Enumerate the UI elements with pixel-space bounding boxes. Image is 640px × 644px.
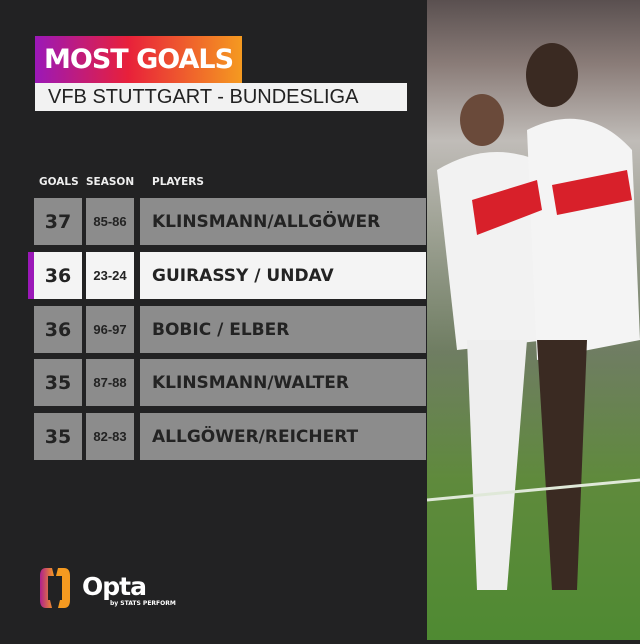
subtitle: VFB STUTTGART - BUNDESLIGA xyxy=(35,83,407,111)
goals-cell: 35 xyxy=(34,359,82,406)
players-cell: KLINSMANN/WALTER xyxy=(140,359,426,406)
season-cell: 23-24 xyxy=(86,252,134,299)
goals-cell: 37 xyxy=(34,198,82,245)
season-cell: 87-88 xyxy=(86,359,134,406)
players-cell: BOBIC / ELBER xyxy=(140,306,426,353)
players-cell: GUIRASSY / UNDAV xyxy=(140,252,426,299)
table-row: 37 85-86 KLINSMANN/ALLGÖWER xyxy=(34,198,426,245)
table-row: 36 23-24 GUIRASSY / UNDAV xyxy=(28,252,426,299)
brand-name: Opta xyxy=(82,572,147,601)
header-players: PLAYERS xyxy=(152,176,204,188)
goals-cell: 35 xyxy=(34,413,82,460)
goals-cell: 36 xyxy=(34,252,82,299)
season-cell: 96-97 xyxy=(86,306,134,353)
players-cell: KLINSMANN/ALLGÖWER xyxy=(140,198,426,245)
stats-panel: MOST GOALS VFB STUTTGART - BUNDESLIGA GO… xyxy=(28,36,426,608)
season-cell: 82-83 xyxy=(86,413,134,460)
goals-cell: 36 xyxy=(34,306,82,353)
table-row: 35 87-88 KLINSMANN/WALTER xyxy=(34,359,426,406)
table-row: 35 82-83 ALLGÖWER/REICHERT xyxy=(34,413,426,460)
players-celebration-photo xyxy=(426,0,640,640)
season-cell: 85-86 xyxy=(86,198,134,245)
header-season: SEASON xyxy=(86,176,135,188)
brand-tagline: by STATS PERFORM xyxy=(110,600,176,607)
players-cell: ALLGÖWER/REICHERT xyxy=(140,413,426,460)
title: MOST GOALS xyxy=(35,36,242,83)
highlight-marker xyxy=(28,252,34,299)
header-goals: GOALS xyxy=(39,176,79,188)
table-row: 36 96-97 BOBIC / ELBER xyxy=(34,306,426,353)
opta-logo-icon xyxy=(40,568,70,608)
